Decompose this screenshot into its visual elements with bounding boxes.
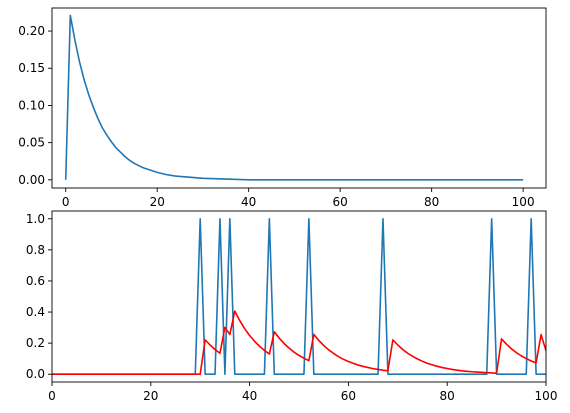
bottom-x-tick-label: 20 <box>143 389 158 403</box>
top-series-layer <box>64 14 524 181</box>
bottom-y-tick-label: 0.6 <box>26 274 45 288</box>
top-x-tick-label: 0 <box>62 195 70 209</box>
top-axes-frame <box>51 7 547 189</box>
bottom-y-tick-label: 1.0 <box>26 212 45 226</box>
bottom-series-line-1 <box>52 217 546 376</box>
bottom-y-tick-label: 0.2 <box>26 336 45 350</box>
bottom-series-line-2 <box>52 310 546 376</box>
top-x-tick-label: 20 <box>150 195 165 209</box>
bottom-x-tick-label: 60 <box>341 389 356 403</box>
bottom-x-ticks: 0 20 40 60 80 100 <box>48 382 557 403</box>
top-x-tick-label: 40 <box>241 195 256 209</box>
top-y-tick-label: 0.20 <box>18 24 45 38</box>
top-y-tick-label: 0.10 <box>18 98 45 112</box>
bottom-x-tick-label: 0 <box>48 389 56 403</box>
top-y-ticks: 0.00 0.05 0.10 0.15 0.20 <box>18 24 52 187</box>
top-y-tick-label: 0.15 <box>18 61 45 75</box>
bottom-y-ticks: 0.0 0.2 0.4 0.6 0.8 1.0 <box>26 212 52 381</box>
bottom-x-tick-label: 100 <box>535 389 558 403</box>
top-series-line-1 <box>64 14 524 181</box>
top-x-tick-label: 100 <box>512 195 535 209</box>
top-axes: 0.00 0.05 0.10 0.15 0.20 0 20 40 60 80 100 <box>18 7 547 209</box>
top-x-tick-label: 60 <box>333 195 348 209</box>
bottom-x-tick-label: 80 <box>440 389 455 403</box>
top-x-ticks: 0 20 40 60 80 100 <box>62 188 535 209</box>
bottom-y-tick-label: 0.0 <box>26 367 45 381</box>
bottom-y-tick-label: 0.4 <box>26 305 45 319</box>
top-y-tick-label: 0.05 <box>18 136 45 150</box>
bottom-series-layer <box>52 217 546 376</box>
bottom-x-tick-label: 40 <box>242 389 257 403</box>
top-x-tick-label: 80 <box>424 195 439 209</box>
bottom-axes: 0.0 0.2 0.4 0.6 0.8 1.0 0 20 40 60 80 100 <box>26 210 557 403</box>
bottom-axes-frame <box>51 210 547 383</box>
bottom-y-tick-label: 0.8 <box>26 243 45 257</box>
top-y-tick-label: 0.00 <box>18 173 45 187</box>
